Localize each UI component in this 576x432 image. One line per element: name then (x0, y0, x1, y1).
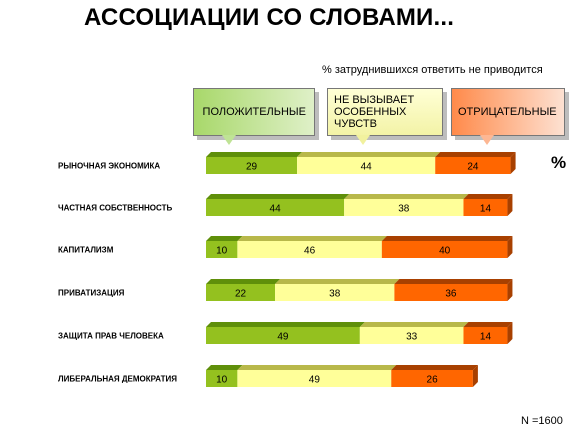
data-label: 49 (277, 332, 289, 343)
data-label: 10 (216, 375, 228, 386)
data-label: 38 (329, 289, 341, 300)
data-label: 24 (467, 162, 479, 173)
data-label: 26 (427, 375, 439, 386)
bar-segment (206, 370, 238, 387)
bar-segment (463, 327, 508, 344)
category-label: ЛИБЕРАЛЬНАЯ ДЕМОКРАТИЯ (58, 375, 177, 384)
unit-label: % (551, 153, 567, 172)
bar-segment (297, 157, 436, 174)
bar-top-face (381, 236, 513, 241)
category-label: ПРИВАТИЗАЦИЯ (58, 289, 125, 298)
bar-top-face (206, 152, 303, 157)
bar-top-face (297, 152, 441, 157)
data-label: 38 (398, 204, 410, 215)
bar-segment (206, 241, 238, 258)
bar-segment (275, 284, 395, 301)
data-label: 46 (304, 246, 316, 257)
bar-segment (344, 199, 464, 216)
data-label: 22 (235, 289, 247, 300)
bar-top-face (206, 236, 243, 241)
bar-top-face (206, 322, 365, 327)
bar-top-face (206, 194, 350, 199)
bar-side-face (472, 365, 478, 387)
category-label: ЗАЩИТА ПРАВ ЧЕЛОВЕКА (58, 332, 164, 341)
note-text: % затруднившихся ответить не приводится (322, 64, 543, 76)
legend-negative: ОТРИЦАТЕЛЬНЫЕ (451, 88, 565, 145)
legend-positive: ПОЛОЖИТЕЛЬНЫЕ (193, 88, 315, 145)
legend-negative-label: ОТРИЦАТЕЛЬНЫЕ (458, 106, 557, 118)
bar-top-face (359, 322, 469, 327)
bar-top-face (463, 322, 513, 327)
bar-top-face (391, 365, 478, 370)
legend-neutral-line-1: НЕ ВЫЗЫВАЕТ (334, 94, 415, 106)
category-label: КАПИТАЛИЗМ (58, 246, 114, 255)
bar-side-face (507, 322, 513, 344)
legend-positive-pointer (222, 135, 236, 145)
data-label: 14 (480, 204, 492, 215)
bar-top-face (206, 365, 243, 370)
bar-top-face (463, 194, 513, 199)
bar-segment (206, 199, 345, 216)
page-title: АССОЦИАЦИИ СО СЛОВАМИ... (84, 4, 455, 31)
bar-side-face (507, 236, 513, 258)
bar-top-face (435, 152, 516, 157)
bar-segment (206, 157, 298, 174)
legend-positive-label: ПОЛОЖИТЕЛЬНЫЕ (202, 106, 306, 118)
data-label: 10 (216, 246, 228, 257)
bar-side-face (507, 194, 513, 216)
legend-neutral-line-3: ЧУВСТВ (334, 118, 377, 130)
bar-segment (435, 157, 511, 174)
data-label: 14 (480, 332, 492, 343)
bar-segment (237, 241, 382, 258)
bar-segment (359, 327, 464, 344)
bar-top-face (206, 279, 281, 284)
bar-segment (381, 241, 508, 258)
data-label: 29 (246, 162, 258, 173)
data-label: 44 (361, 162, 373, 173)
category-label: РЫНОЧНАЯ ЭКОНОМИКА (58, 162, 160, 171)
bar-segment (463, 199, 508, 216)
bar-segment (206, 327, 360, 344)
bar-top-face (275, 279, 400, 284)
bar-segment (206, 284, 276, 301)
category-label: ЧАСТНАЯ СОБСТВЕННОСТЬ (58, 204, 172, 213)
legend-neutral-pointer (356, 135, 370, 145)
legend-neutral: НЕ ВЫЗЫВАЕТ ОСОБЕННЫХ ЧУВСТВ (327, 88, 443, 145)
bar-segment (237, 370, 392, 387)
legend-neutral-label: НЕ ВЫЗЫВАЕТ ОСОБЕННЫХ ЧУВСТВ (334, 89, 438, 135)
data-label: 40 (439, 246, 451, 257)
legend-neutral-line-2: ОСОБЕННЫХ (334, 106, 407, 118)
legend-negative-pointer (480, 135, 494, 145)
bar-segment (394, 284, 508, 301)
bar-top-face (237, 365, 397, 370)
bar-top-face (344, 194, 469, 199)
bar-top-face (237, 236, 387, 241)
bar-segment (391, 370, 473, 387)
data-label: 44 (270, 204, 282, 215)
sample-size: N =1600 (521, 415, 563, 427)
data-label: 36 (445, 289, 457, 300)
data-label: 33 (406, 332, 418, 343)
bar-side-face (507, 279, 513, 301)
bar-side-face (510, 152, 516, 174)
bar-top-face (394, 279, 513, 284)
data-label: 49 (309, 375, 321, 386)
